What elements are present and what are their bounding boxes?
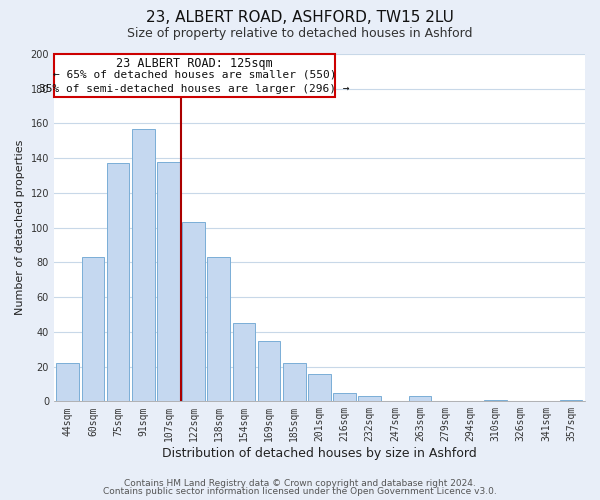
Bar — [308, 374, 331, 402]
Bar — [283, 363, 305, 402]
Bar — [208, 257, 230, 402]
Bar — [334, 392, 356, 402]
FancyBboxPatch shape — [54, 54, 335, 98]
Text: 23 ALBERT ROAD: 125sqm: 23 ALBERT ROAD: 125sqm — [116, 58, 273, 70]
Bar — [560, 400, 583, 402]
Bar — [358, 396, 381, 402]
Bar — [182, 222, 205, 402]
Bar — [56, 363, 79, 402]
Text: ← 65% of detached houses are smaller (550): ← 65% of detached houses are smaller (55… — [53, 70, 337, 80]
Text: 35% of semi-detached houses are larger (296) →: 35% of semi-detached houses are larger (… — [40, 84, 350, 94]
Bar — [233, 323, 255, 402]
X-axis label: Distribution of detached houses by size in Ashford: Distribution of detached houses by size … — [162, 447, 477, 460]
Bar — [258, 340, 280, 402]
Text: Size of property relative to detached houses in Ashford: Size of property relative to detached ho… — [127, 28, 473, 40]
Text: 23, ALBERT ROAD, ASHFORD, TW15 2LU: 23, ALBERT ROAD, ASHFORD, TW15 2LU — [146, 10, 454, 25]
Bar — [157, 162, 180, 402]
Y-axis label: Number of detached properties: Number of detached properties — [15, 140, 25, 316]
Bar — [82, 257, 104, 402]
Text: Contains HM Land Registry data © Crown copyright and database right 2024.: Contains HM Land Registry data © Crown c… — [124, 478, 476, 488]
Bar — [132, 128, 155, 402]
Text: Contains public sector information licensed under the Open Government Licence v3: Contains public sector information licen… — [103, 487, 497, 496]
Bar — [409, 396, 431, 402]
Bar — [107, 164, 130, 402]
Bar — [484, 400, 507, 402]
